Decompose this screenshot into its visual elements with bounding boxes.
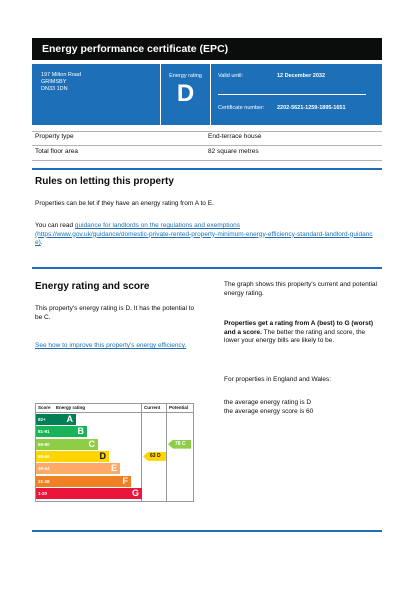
band-range: 55-68: [38, 453, 50, 459]
rating-band: C: [54, 438, 98, 450]
band-letter: A: [66, 414, 74, 424]
summary-box: 197 Milton Road GRIMSBY DN33 1DN Energy …: [32, 64, 382, 125]
potential-rating: 78 C: [168, 439, 191, 449]
band-letter: B: [77, 426, 85, 437]
band-score-cell: [36, 414, 54, 425]
valid-until: 12 December 2032: [277, 73, 326, 79]
band-score-cell: [36, 450, 54, 462]
address-line: 197 Milton Road: [41, 72, 82, 78]
band-range: 21-38: [38, 478, 50, 484]
band-score-cell: [36, 475, 54, 487]
section-rule: [32, 530, 382, 532]
band-range: 69-80: [38, 441, 50, 447]
title: Energy performance certificate (EPC): [32, 38, 382, 60]
band-score-cell: [36, 426, 54, 438]
graph-header: Current: [144, 405, 161, 410]
graph-header: Score: [38, 405, 51, 410]
rating-band: G: [54, 487, 142, 499]
row-label: Total floor area: [35, 148, 78, 155]
band-score-cell: [36, 438, 54, 450]
paragraph: This property's energy rating is D. It h…: [35, 305, 195, 321]
paragraph: Properties get a rating from A (best) to…: [224, 320, 382, 346]
rating-letter: D: [176, 80, 195, 107]
graph-rule: [166, 404, 167, 501]
rule: [32, 145, 382, 146]
band-score-cell: [36, 463, 54, 475]
divider: [160, 64, 161, 125]
section-rule: [32, 267, 382, 269]
score: 63: [150, 452, 156, 459]
score: 78: [175, 440, 181, 447]
graph-rule: [141, 404, 142, 501]
paragraph: the average energy score is 60: [224, 408, 314, 415]
rating-band: E: [54, 463, 120, 475]
band-range: 92+: [38, 417, 46, 422]
divider: [210, 64, 211, 125]
paragraph: For properties in England and Wales:: [224, 376, 332, 383]
band-letter: C: [88, 438, 96, 449]
link[interactable]: guidance for landlords on the regulation…: [74, 222, 241, 229]
text: You can read: [35, 222, 74, 229]
address-line: DN33 1DN: [41, 86, 68, 92]
rating-label: Energy rating: [169, 73, 202, 79]
rating-band: B: [54, 426, 87, 438]
band-letter: G: [131, 487, 139, 498]
text: The better the rating and score, the low…: [224, 328, 366, 345]
band-letter: D: [99, 450, 107, 461]
rating-band: F: [54, 475, 131, 487]
band-letter: F: [122, 475, 129, 486]
certificate-label: Certificate number:: [218, 105, 265, 111]
text: .: [40, 239, 43, 246]
row-label: Property type: [35, 133, 74, 140]
rating-graph: Score Energy rating Current Potential A 9…: [35, 403, 194, 502]
letter: C: [181, 440, 186, 447]
bold-text: Properties get a rating from A (best) to…: [224, 320, 374, 336]
graph-header: Potential: [169, 405, 189, 410]
section-title: Energy rating and score: [35, 281, 150, 292]
band-range: 1-20: [38, 490, 48, 496]
section-title: Rules on letting this property: [35, 176, 174, 187]
paragraph: Properties can be let if they have an en…: [35, 200, 214, 207]
address: 197 Milton Road GRIMSBY DN33 1DN: [41, 72, 81, 93]
paragraph: the average energy rating is D: [224, 399, 312, 406]
graph-rule: [36, 412, 193, 413]
rule: [32, 160, 382, 161]
link[interactable]: (https://www.gov.uk/guidance/domestic-pr…: [35, 230, 373, 247]
address-line: GRIMSBY: [41, 79, 67, 85]
rule: [32, 131, 382, 132]
paragraph: The graph shows this property's current …: [224, 281, 377, 297]
band-range: 81-91: [38, 429, 50, 435]
section-rule: [32, 168, 382, 170]
row-value: End-terrace house: [208, 133, 262, 140]
divider: [218, 94, 366, 95]
paragraph: You can read guidance for landlords on t…: [35, 222, 380, 248]
certificate-number: 2202-5621-1259-1895-1651: [277, 105, 346, 111]
rating-band: A: [54, 414, 76, 425]
rating-band: D: [54, 450, 109, 462]
row-value: 82 square metres: [208, 148, 259, 155]
band-letter: E: [110, 463, 117, 474]
current-rating: 63 D: [143, 451, 166, 461]
letter: D: [156, 452, 161, 459]
valid-label: Valid until:: [218, 73, 243, 79]
graph-header: Energy rating: [56, 405, 86, 410]
band-score-cell: [36, 487, 54, 499]
band-range: 39-54: [38, 466, 50, 472]
link[interactable]: See how to improve this property's energ…: [35, 342, 187, 349]
